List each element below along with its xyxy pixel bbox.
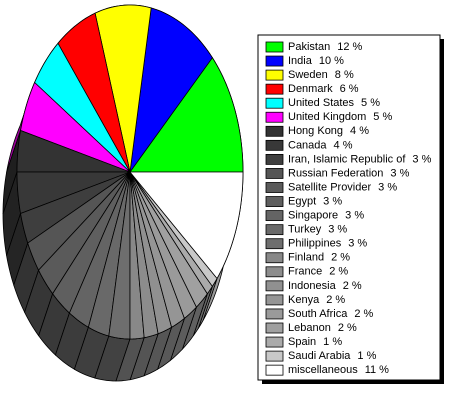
legend-label: Kenya <box>288 294 320 306</box>
pie-slice <box>52 171 131 314</box>
legend-label: France <box>288 266 322 278</box>
legend-value: 3 % <box>345 210 364 222</box>
legend-box <box>257 34 441 381</box>
legend-label: Egypt <box>288 195 316 207</box>
pie-slice <box>129 171 173 335</box>
legend-swatch <box>265 308 284 320</box>
legend-label: United Kingdom <box>288 111 366 123</box>
legend-swatch <box>265 111 284 123</box>
legend-label: Sweden <box>288 69 328 81</box>
legend-swatch <box>265 139 284 151</box>
legend-swatch <box>265 153 284 165</box>
legend-label: Iran, Islamic Republic of <box>288 153 406 165</box>
legend-label: Spain <box>288 336 316 348</box>
pie-slice <box>34 42 131 173</box>
legend-label: United States <box>288 97 355 109</box>
legend-swatch <box>265 125 284 137</box>
legend-value: 1 % <box>323 336 342 348</box>
legend-label: Indonesia <box>288 280 337 292</box>
legend-swatch <box>265 224 284 236</box>
legend-swatch <box>265 336 284 348</box>
pie-slice <box>68 171 131 328</box>
legend-label: Finland <box>288 252 324 264</box>
legend-value: 2 % <box>326 294 345 306</box>
legend-value: 2 % <box>338 322 357 334</box>
pie-slice <box>16 129 131 173</box>
legend-swatch <box>265 55 284 67</box>
pie-slice <box>57 12 131 173</box>
legend-value: 4 % <box>334 139 353 151</box>
pie-slice <box>38 171 131 295</box>
legend-swatch <box>265 41 284 53</box>
pie-slice <box>129 56 244 173</box>
legend-label: Philippines <box>288 238 342 250</box>
legend-swatch <box>265 97 284 109</box>
pie-slice <box>129 171 197 320</box>
legend-swatch <box>265 168 284 179</box>
pie-slice <box>20 81 131 173</box>
legend-label: miscellaneous <box>288 364 358 376</box>
legend-value: 8 % <box>335 69 354 81</box>
legend-swatch <box>265 252 284 264</box>
legend-label: Denmark <box>288 83 333 95</box>
legend-swatch <box>265 266 284 278</box>
legend-swatch <box>265 322 284 334</box>
legend-swatch <box>265 280 284 292</box>
legend-value: 3 % <box>378 181 397 193</box>
legend-value: 3 % <box>348 238 367 250</box>
pie-slice <box>20 171 131 244</box>
legend-swatch <box>265 238 284 250</box>
legend-swatch <box>265 196 284 207</box>
legend-value: 3 % <box>323 195 342 207</box>
legend-value: 5 % <box>373 111 392 123</box>
legend-value: 3 % <box>390 167 409 179</box>
legend-label: Canada <box>288 139 327 151</box>
legend-label: Russian Federation <box>288 167 383 179</box>
legend-value: 2 % <box>329 266 348 278</box>
pie-slice <box>27 171 131 271</box>
legend-value: 3 % <box>412 153 431 165</box>
pie-slice <box>129 171 244 280</box>
pie-slice <box>87 171 131 337</box>
pie-slice <box>129 171 208 308</box>
legend-value: 2 % <box>331 252 350 264</box>
pie-slice <box>108 171 131 340</box>
legend-label: Pakistan <box>288 41 330 53</box>
legend-swatch <box>265 350 284 362</box>
pie-slice <box>129 7 213 173</box>
legend-label: Lebanon <box>288 322 331 334</box>
legend-swatch <box>265 182 284 193</box>
legend-label: India <box>288 55 313 67</box>
legend-value: 11 % <box>365 364 389 376</box>
legend-swatch <box>265 69 284 81</box>
legend-value: 5 % <box>361 97 380 109</box>
legend-label: South Africa <box>288 308 348 320</box>
legend-value: 4 % <box>350 125 369 137</box>
legend-label: Saudi Arabia <box>288 350 351 362</box>
legend-swatch <box>265 364 284 376</box>
pie-slice <box>129 171 185 328</box>
legend-value: 2 % <box>354 308 373 320</box>
legend-value: 6 % <box>340 83 359 95</box>
legend-label: Turkey <box>288 224 322 236</box>
legend-value: 12 % <box>337 41 362 53</box>
legend-swatch <box>265 83 284 95</box>
legend-value: 10 % <box>319 55 344 67</box>
legend-label: Hong Kong <box>288 125 343 137</box>
legend-swatch <box>265 210 284 222</box>
pie-slice <box>94 4 152 173</box>
legend-swatch <box>265 294 284 306</box>
legend-label: Singapore <box>288 210 338 222</box>
legend-value: 3 % <box>328 224 347 236</box>
legend-value: 2 % <box>343 280 362 292</box>
legend-label: Satellite Provider <box>288 181 371 193</box>
legend-value: 1 % <box>357 350 376 362</box>
